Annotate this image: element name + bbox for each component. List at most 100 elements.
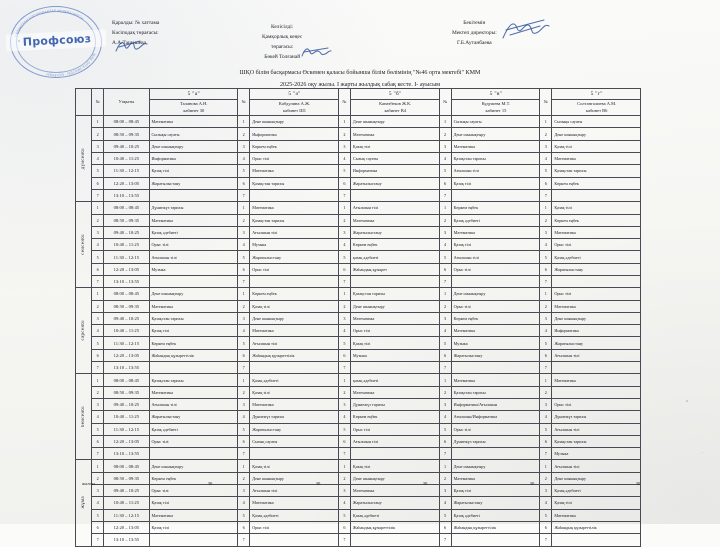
lesson-cell: Математика — [148, 385, 239, 399]
paper-speck — [686, 400, 688, 402]
lesson-cell — [349, 274, 440, 289]
lesson-cell: Орыс тілі — [450, 262, 541, 277]
lesson-cell: Орыс тілі — [148, 238, 239, 252]
col-header-time: Уақыты — [103, 87, 150, 117]
teacher-header-2: Кабдулина А.Ж. кабинет Ш1 — [249, 99, 339, 117]
lesson-number: 1 — [237, 287, 251, 301]
lesson-cell: Дүниежүз тарихы — [551, 410, 641, 424]
lesson-cell: Дүниежүз тарихы — [249, 410, 339, 424]
lesson-cell: Қазақ тілі — [349, 336, 440, 350]
lesson-cell: Ағылшын тілі — [450, 250, 541, 264]
lesson-number: 6 — [438, 434, 452, 449]
lesson-cell: Информатика/Ағылшын — [450, 397, 541, 412]
lesson-number: 7 — [438, 188, 452, 203]
lesson-cell: Дене шынықтыру — [349, 299, 440, 313]
board-chair-label: төрағасы: — [271, 44, 294, 50]
lesson-number: 2 — [237, 385, 251, 399]
lesson-cell: Ағылшын тілі — [349, 434, 440, 449]
lesson-cell: Ағылшын тілі — [450, 164, 541, 178]
lesson-cell: қазақ әдебиеті — [349, 373, 440, 387]
lesson-cell: қазақ әдебиеті — [349, 250, 440, 264]
lesson-number: 1 — [337, 115, 351, 129]
table-row: 6 12:20 – 13:05 Орыс тілі 6 Сызық сауаты 6 Ағы… — [76, 434, 641, 449]
lesson-cell: Қазақ тілі — [450, 176, 541, 190]
lesson-cell: Математика — [551, 152, 641, 166]
lesson-cell: Қазақ әдебиеті — [249, 373, 339, 387]
lesson-time: 11:30 – 12:15 — [103, 336, 150, 350]
room-5: кабинет В6 — [585, 107, 608, 113]
lesson-number: 2 — [337, 213, 351, 227]
lesson-cell: Қазақ тілі — [551, 139, 641, 154]
lesson-number: 1 — [237, 459, 251, 473]
lesson-time: 12:20 – 13:05 — [103, 176, 150, 190]
lesson-cell — [349, 447, 440, 461]
lesson-number: 6 — [337, 434, 351, 449]
lesson-number: 2 — [337, 127, 351, 141]
lesson-time: 11:30 – 12:15 — [103, 164, 150, 178]
lesson-cell: Жаратылыстану — [551, 336, 641, 350]
table-row: 7 13:10 – 13:55 7 7 7 7 — [76, 533, 641, 547]
title-line-2: 2025-2026 оқу жылы. I жарты жылдық сабақ… — [279, 81, 441, 88]
page-title: ШҚО білім басқармасы Өскемен қаласы бойы… — [0, 68, 720, 92]
footer-count-1: 30 — [207, 481, 213, 486]
lesson-cell: Ағылшын тілі — [249, 336, 339, 350]
lesson-time: 08:00 – 08:45 — [103, 373, 150, 387]
lesson-cell: Қазақ тілі — [148, 164, 239, 178]
lesson-cell: Ағылшын тілі — [349, 201, 440, 215]
lesson-cell — [249, 361, 339, 375]
lesson-cell: Қазақстан тарихы — [551, 164, 641, 178]
lesson-cell: Көркем еңбек — [249, 287, 339, 301]
footer-total-label: жалпы — [82, 481, 96, 486]
lesson-number: 5 — [237, 508, 251, 522]
lesson-number: 6 — [337, 262, 351, 277]
lesson-number: 4 — [337, 410, 351, 424]
table-row: дүйсенбі 1 08:00 – 08:45 Математика 1 Дене шы… — [74, 115, 641, 203]
lesson-cell: Сызық сауаты — [349, 152, 440, 166]
lesson-number: 1 — [438, 287, 452, 301]
lesson-cell — [450, 274, 541, 289]
lesson-cell: Дене шынықтыру — [249, 311, 339, 326]
lesson-number: 4 — [438, 496, 452, 510]
col-header-no-5: № — [539, 87, 553, 117]
lesson-cell: Көркем еңбек — [551, 176, 641, 190]
table-row: жұма 1 08:00 – 08:45 Дене шынықтыру 1 Қазақ т… — [74, 459, 641, 547]
lesson-time: 09:40 – 10:25 — [103, 311, 150, 326]
lesson-cell: Музыка — [249, 238, 339, 252]
lesson-number: 4 — [337, 238, 351, 252]
lesson-number: 3 — [539, 139, 553, 154]
col-header-no-3: № — [337, 87, 351, 117]
lesson-number: 4 — [438, 324, 452, 338]
lesson-number: 5 — [337, 508, 351, 522]
lesson-cell: Орыс тілі — [249, 520, 339, 535]
lesson-cell: Математика — [349, 213, 440, 227]
lesson-cell: Математика — [450, 139, 541, 154]
lesson-cell: Көркем еңбек — [551, 213, 641, 227]
lesson-number: 6 — [237, 176, 251, 190]
lesson-cell — [148, 533, 239, 547]
table-row: 5 11:30 – 12:15 Математика 5 Қазақ әдебиеті 5… — [76, 508, 641, 522]
lesson-cell: Қазақ тілі — [349, 459, 440, 473]
lesson-time: 12:20 – 13:05 — [103, 348, 150, 363]
lesson-number: 1 — [237, 373, 251, 387]
lesson-number: 7 — [539, 447, 553, 461]
teacher-header-3: Канатбеков Ж.К. кабинет В4 — [349, 99, 440, 117]
lesson-cell: Қазақстан тарихы — [148, 373, 239, 387]
lesson-number: 2 — [237, 213, 251, 227]
lesson-cell: Орыс тілі — [349, 324, 440, 338]
lesson-number: 7 — [237, 533, 251, 547]
lesson-cell — [551, 274, 641, 289]
lesson-number: 1 — [337, 373, 351, 387]
lesson-number: 1 — [91, 201, 105, 215]
table-row: 5 11:30 – 12:15 Қазақ әдебиеті 5 Жаратылыста… — [76, 422, 641, 436]
lesson-number: 3 — [237, 397, 251, 412]
lesson-number: 7 — [337, 361, 351, 375]
lesson-time: 10:40 – 11:25 — [103, 324, 150, 338]
lesson-cell: Қазақстан тарихы — [450, 385, 541, 399]
table-row: 6 12:20 – 13:05 Қазақ тілі 6 Орыс тілі 6 Жаһан… — [76, 520, 641, 535]
table-row: 3 09:40 – 10:25 Ағылшын тілі 3 Математика 3 Дү… — [76, 397, 641, 412]
lesson-cell: Жаһандық құзырет — [349, 262, 440, 277]
lesson-number: 4 — [237, 324, 251, 338]
paper-speck — [702, 452, 704, 454]
lesson-number: 5 — [337, 422, 351, 436]
lesson-number: 5 — [438, 422, 452, 436]
